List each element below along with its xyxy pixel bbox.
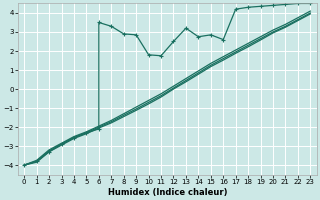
X-axis label: Humidex (Indice chaleur): Humidex (Indice chaleur) [108, 188, 227, 197]
